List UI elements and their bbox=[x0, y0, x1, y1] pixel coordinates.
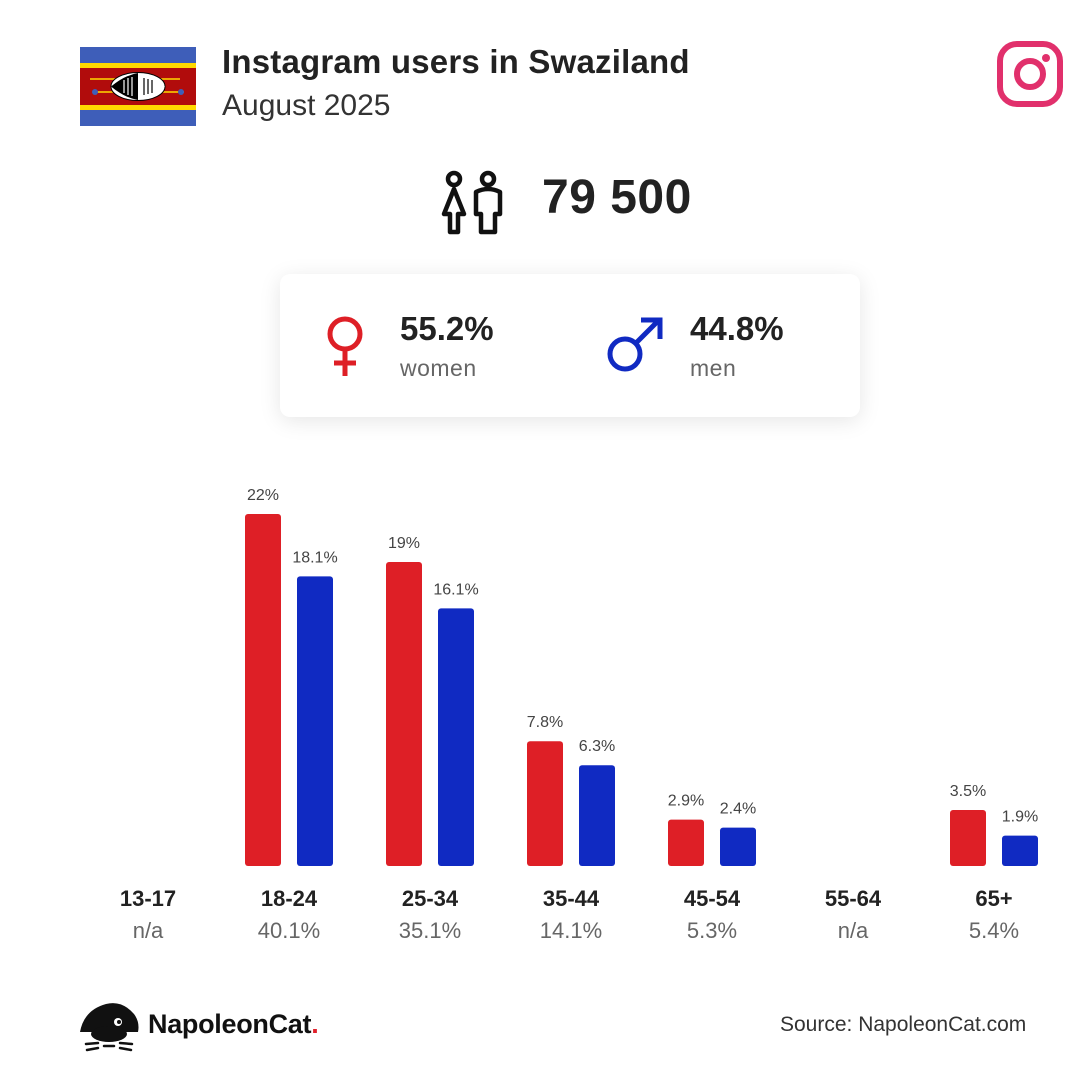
bar-women-35-44 bbox=[527, 741, 563, 866]
bar-women-18-24 bbox=[245, 514, 281, 866]
bar-value-label: 16.1% bbox=[433, 581, 478, 598]
men-percentage: 44.8% bbox=[690, 310, 784, 347]
age-group-share-label: 5.4% bbox=[969, 918, 1019, 943]
age-group-share-label: 5.3% bbox=[687, 918, 737, 943]
age-group-share-label: n/a bbox=[838, 918, 869, 943]
gender-split-card bbox=[280, 274, 860, 417]
bar-value-label: 1.9% bbox=[1002, 809, 1038, 826]
bar-women-25-34 bbox=[386, 562, 422, 866]
male-symbol-icon bbox=[607, 317, 663, 372]
brand-text: NapoleonCat bbox=[148, 1009, 312, 1039]
swaziland-flag-icon bbox=[80, 47, 196, 126]
total-users: 79 500 bbox=[542, 171, 692, 224]
women-label: women bbox=[400, 355, 477, 381]
bar-value-label: 6.3% bbox=[579, 738, 615, 755]
men-label: men bbox=[690, 355, 737, 381]
bar-men-65+ bbox=[1002, 835, 1038, 866]
women-percentage: 55.2% bbox=[400, 310, 494, 347]
bar-men-25-34 bbox=[438, 608, 474, 866]
age-group-label: 25-34 bbox=[402, 886, 459, 911]
bar-women-45-54 bbox=[668, 819, 704, 866]
bar-value-label: 7.8% bbox=[527, 714, 563, 731]
page-subtitle: August 2025 bbox=[222, 89, 391, 122]
instagram-icon bbox=[997, 41, 1063, 107]
age-group-share-label: 35.1% bbox=[399, 918, 461, 943]
bar-value-label: 3.5% bbox=[950, 783, 986, 800]
age-group-label: 18-24 bbox=[261, 886, 318, 911]
brand-dot: . bbox=[311, 1009, 319, 1039]
age-gender-bar-chart: 13-17 n/a 22% 18.1% 18-24 40.1% 19% 16.1% 25-34 3… bbox=[120, 487, 1038, 943]
age-group-share-label: n/a bbox=[133, 918, 164, 943]
bar-value-label: 19% bbox=[388, 535, 420, 552]
age-group-label: 13-17 bbox=[120, 886, 176, 911]
bar-men-35-44 bbox=[579, 765, 615, 866]
age-group-label: 65+ bbox=[975, 886, 1012, 911]
napoleoncat-logo-icon bbox=[80, 1003, 139, 1052]
brand-name: NapoleonCat. bbox=[148, 1009, 319, 1040]
bar-women-65+ bbox=[950, 810, 986, 866]
people-icon bbox=[441, 170, 503, 235]
bar-value-label: 22% bbox=[247, 487, 279, 504]
age-group-share-label: 40.1% bbox=[258, 918, 320, 943]
age-group-label: 55-64 bbox=[825, 886, 882, 911]
source-text: Source: NapoleonCat.com bbox=[780, 1013, 1027, 1036]
age-group-label: 45-54 bbox=[684, 886, 741, 911]
bar-value-label: 2.4% bbox=[720, 801, 756, 818]
bar-men-45-54 bbox=[720, 827, 756, 866]
page-title: Instagram users in Swaziland bbox=[222, 43, 690, 80]
age-group-share-label: 14.1% bbox=[540, 918, 602, 943]
bar-men-18-24 bbox=[297, 576, 333, 866]
female-symbol-icon bbox=[327, 316, 363, 376]
age-group-label: 35-44 bbox=[543, 886, 600, 911]
bar-value-label: 2.9% bbox=[668, 793, 704, 810]
bar-value-label: 18.1% bbox=[292, 549, 337, 566]
